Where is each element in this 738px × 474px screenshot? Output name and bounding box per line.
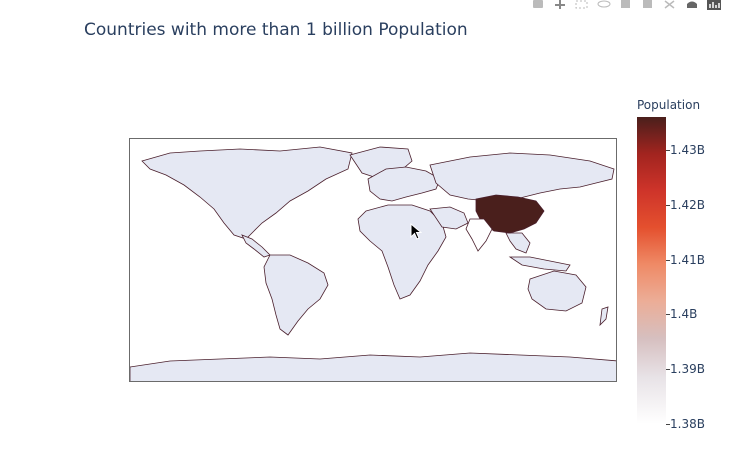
landmass-central-america xyxy=(241,234,271,258)
colorbar-tick-label: 1.4B xyxy=(670,307,698,322)
chart-title: Countries with more than 1 billion Popul… xyxy=(84,20,468,40)
land-layer xyxy=(130,146,616,381)
landmass-russia-asia xyxy=(429,152,615,202)
colorbar-tick-mark xyxy=(666,369,670,371)
colorbar xyxy=(637,117,666,424)
landmass-southeast-asia xyxy=(505,232,531,254)
autoscale-icon[interactable] xyxy=(662,0,678,10)
colorbar-tick-mark xyxy=(666,259,670,261)
reset-icon[interactable] xyxy=(684,0,700,10)
landmass-new-zealand xyxy=(599,306,609,327)
zoom-in-icon[interactable] xyxy=(618,0,634,10)
modebar xyxy=(530,0,722,10)
pan-icon[interactable] xyxy=(552,0,568,10)
mouse-cursor-icon xyxy=(410,223,422,240)
colorbar-tick-mark xyxy=(666,424,670,425)
landmass-indonesia xyxy=(508,256,571,272)
colorbar-tick-label: 1.41B xyxy=(670,252,705,267)
colorbar-tick-label: 1.42B xyxy=(670,197,705,212)
landmass-australia xyxy=(527,270,587,312)
landmass-north-america xyxy=(141,146,353,240)
landmass-antarctica xyxy=(130,352,616,381)
camera-icon[interactable] xyxy=(530,0,546,10)
landmass-south-america xyxy=(263,254,329,336)
box-select-icon[interactable] xyxy=(574,0,590,10)
colorbar-tick-label: 1.39B xyxy=(670,362,705,377)
colorbar-title: Population xyxy=(637,98,701,112)
colorbar-tick-label: 1.43B xyxy=(670,142,705,157)
colorbar-tick-mark xyxy=(666,204,670,206)
colorbar-tick-label: 1.38B xyxy=(670,417,705,431)
landmass-africa xyxy=(357,204,447,300)
region-india[interactable] xyxy=(465,218,493,252)
plotly-logo-icon[interactable] xyxy=(706,0,722,10)
landmass-europe xyxy=(367,166,441,202)
world-map-canvas xyxy=(130,146,616,381)
world-map[interactable] xyxy=(129,138,617,382)
colorbar-tick-mark xyxy=(666,314,670,316)
zoom-out-icon[interactable] xyxy=(640,0,656,10)
colorbar-tick-mark xyxy=(666,149,670,151)
lasso-icon[interactable] xyxy=(596,0,612,10)
